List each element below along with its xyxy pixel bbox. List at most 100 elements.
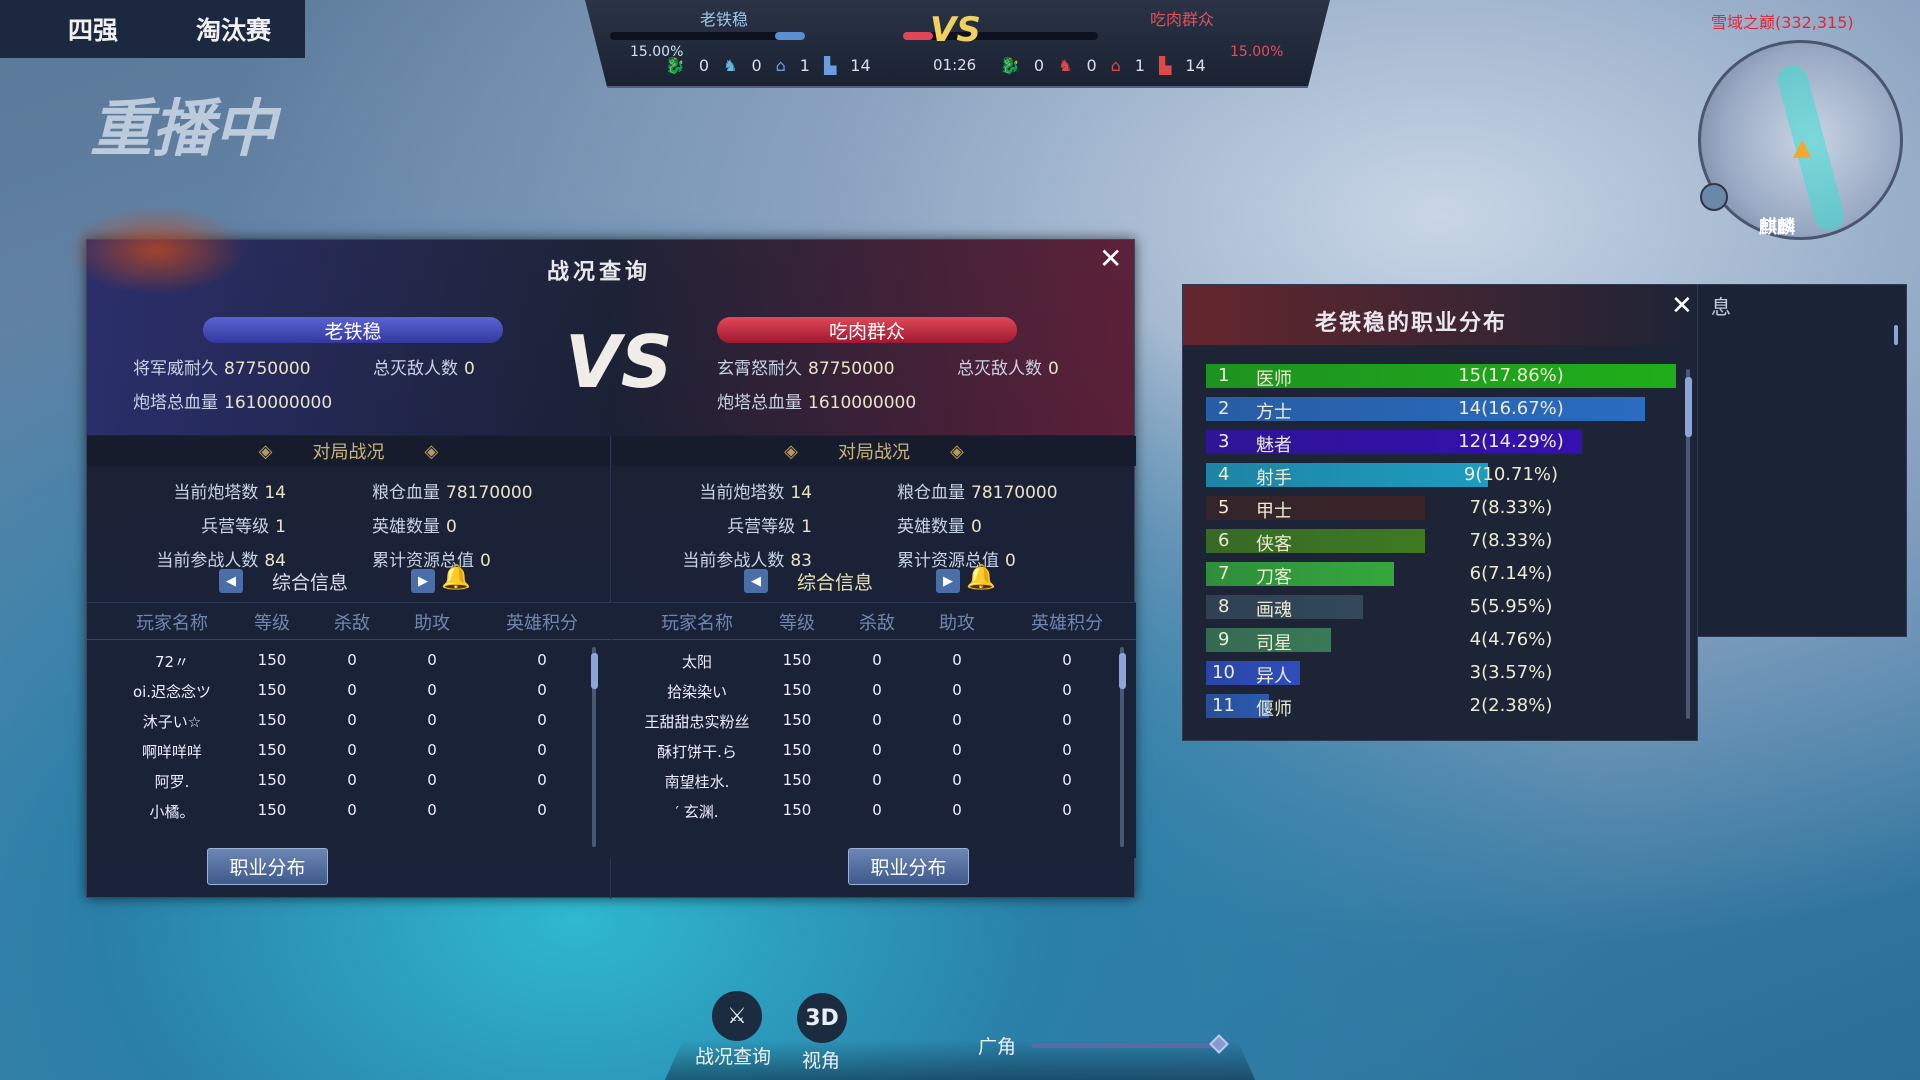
job-bar [1206,661,1300,685]
column-header[interactable]: 助攻 [414,613,450,634]
top-tabs: 四强 淘汰赛 [0,0,305,58]
stat-item: 兵营等级 1 [727,517,812,537]
battle-query-label[interactable]: 战况查询 [695,1046,772,1068]
close-icon[interactable]: ✕ [1099,242,1123,275]
table-cell: 150 [782,711,812,729]
job-scrollbar[interactable] [1684,369,1692,719]
table-cell: 0 [347,771,357,789]
stat-item: 累计资源总值 0 [897,551,1016,571]
camera-zoom-slider[interactable] [1031,1034,1229,1054]
job-panel-title: 老铁稳的职业分布 [1315,310,1508,336]
table-cell: 0 [347,741,357,759]
table-row[interactable]: 啊咩咩咩 150 0 0 0 [87,741,587,765]
table-cell: 150 [782,651,812,669]
ornament-icon: ◈ [424,440,439,462]
job-bar [1206,430,1582,454]
dragon-icon: 🐉 [1000,56,1020,75]
speaker-icon[interactable]: 🔔 [966,563,996,591]
next-arrow-icon[interactable]: ▶ [411,569,435,593]
job-bar [1206,397,1645,421]
next-arrow-icon[interactable]: ▶ [936,569,960,593]
job-distribution-button[interactable]: 职业分布 [848,848,969,885]
stat-item: 粮仓血量 78170000 [897,483,1058,503]
table-cell: 0 [952,771,962,789]
job-bar [1206,595,1363,619]
table-cell: 沐子い☆ [142,713,202,731]
table-cell: 0 [1062,681,1072,699]
table-cell: 0 [427,711,437,729]
minimap[interactable]: ▲ 麒麟 [1698,40,1903,240]
table-row[interactable]: ′ 玄渊. 150 0 0 0 [612,801,1112,825]
globe-icon[interactable] [1700,183,1728,211]
table-row[interactable]: 小橘。 150 0 0 0 [87,801,587,825]
table-row[interactable]: 沐子い☆ 150 0 0 0 [87,711,587,735]
table-row[interactable]: 酥打饼干.ら 150 0 0 0 [612,741,1112,765]
table-scrollbar[interactable] [1118,647,1126,847]
column-header[interactable]: 玩家名称 [661,613,733,634]
tab-top-four[interactable]: 四强 [68,16,119,45]
battle-query-button[interactable]: ⚔ [712,991,762,1041]
close-icon[interactable]: ✕ [1671,291,1693,321]
table-cell: 0 [872,711,882,729]
table-cell: 150 [782,681,812,699]
column-header[interactable]: 等级 [779,613,815,634]
left-percent: 15.00% [630,44,684,60]
table-row[interactable]: 南望桂水. 150 0 0 0 [612,771,1112,795]
table-row[interactable]: 太阳 150 0 0 0 [612,651,1112,675]
table-row[interactable]: 72〃 150 0 0 0 [87,651,587,675]
column-header[interactable]: 等级 [254,613,290,634]
tower-icon: ▙ [1158,56,1172,75]
table-cell: 0 [427,771,437,789]
info-tab-label: 综合信息 [797,572,874,594]
job-bar [1206,694,1269,718]
tab-knockout[interactable]: 淘汰赛 [196,16,272,45]
location-label: 雪域之巅(332,315) [1711,13,1854,32]
total-kills: 总灭敌人数 0 [957,359,1059,379]
table-cell: 0 [347,681,357,699]
table-cell: 0 [1062,741,1072,759]
column-header[interactable]: 杀敌 [334,613,370,634]
stat-item: 当前炮塔数 14 [699,483,812,503]
table-cell: 南望桂水. [664,773,730,791]
table-row[interactable]: 拾染染い 150 0 0 0 [612,681,1112,705]
table-scrollbar[interactable] [590,647,598,847]
left-team-name: 老铁稳 [700,10,749,29]
team-left-detail: ◈ 对局战况 ◈ 当前炮塔数 14 粮仓血量 78170000 兵营等级 1 英雄数量 0 当前参战人… [87,436,611,899]
job-row: 2 方士 14(16.67%) [1206,397,1686,423]
speaker-icon[interactable]: 🔔 [441,563,471,591]
section-header: ◈ 对局战况 ◈ [612,436,1136,466]
job-row: 5 甲士 7(8.33%) [1206,496,1686,522]
table-cell: 太阳 [681,653,712,671]
table-cell: 0 [347,651,357,669]
ornament-icon: ◈ [784,440,798,462]
vs-label: VS [930,10,981,50]
table-cell: 150 [782,801,812,819]
prev-arrow-icon[interactable]: ◀ [219,569,243,593]
table-cell: 0 [872,771,882,789]
table-cell: 0 [1062,711,1072,729]
table-row[interactable]: 王甜甜忠实粉丝 150 0 0 0 [612,711,1112,735]
table-row[interactable]: oi.迟念念ツ 150 0 0 0 [87,681,587,705]
column-header[interactable]: 杀敌 [859,613,895,634]
column-header[interactable]: 英雄积分 [506,613,578,634]
table-cell: 0 [872,741,882,759]
table-row[interactable]: 阿罗. 150 0 0 0 [87,771,587,795]
job-distribution-button[interactable]: 职业分布 [207,848,328,885]
prev-arrow-icon[interactable]: ◀ [744,569,768,593]
job-bar [1206,496,1426,520]
barracks-icon: ⌂ [775,56,786,75]
stat-item: 兵营等级 1 [201,517,286,537]
table-cell: 0 [537,651,547,669]
job-bar [1206,562,1394,586]
column-header[interactable]: 助攻 [939,613,975,634]
view-3d-button[interactable]: 3D [797,993,847,1043]
table-cell: 0 [872,801,882,819]
column-header[interactable]: 玩家名称 [136,613,208,634]
stat-item: 当前炮塔数 14 [173,483,286,503]
job-row: 1 医师 15(17.86%) [1206,364,1686,390]
column-header[interactable]: 英雄积分 [1031,613,1103,634]
stat-item: 粮仓血量 78170000 [372,483,533,503]
general-durability: 将军威耐久 87750000 [133,359,311,379]
qilin-icon: ♞ [723,56,738,75]
table-cell: 0 [347,801,357,819]
